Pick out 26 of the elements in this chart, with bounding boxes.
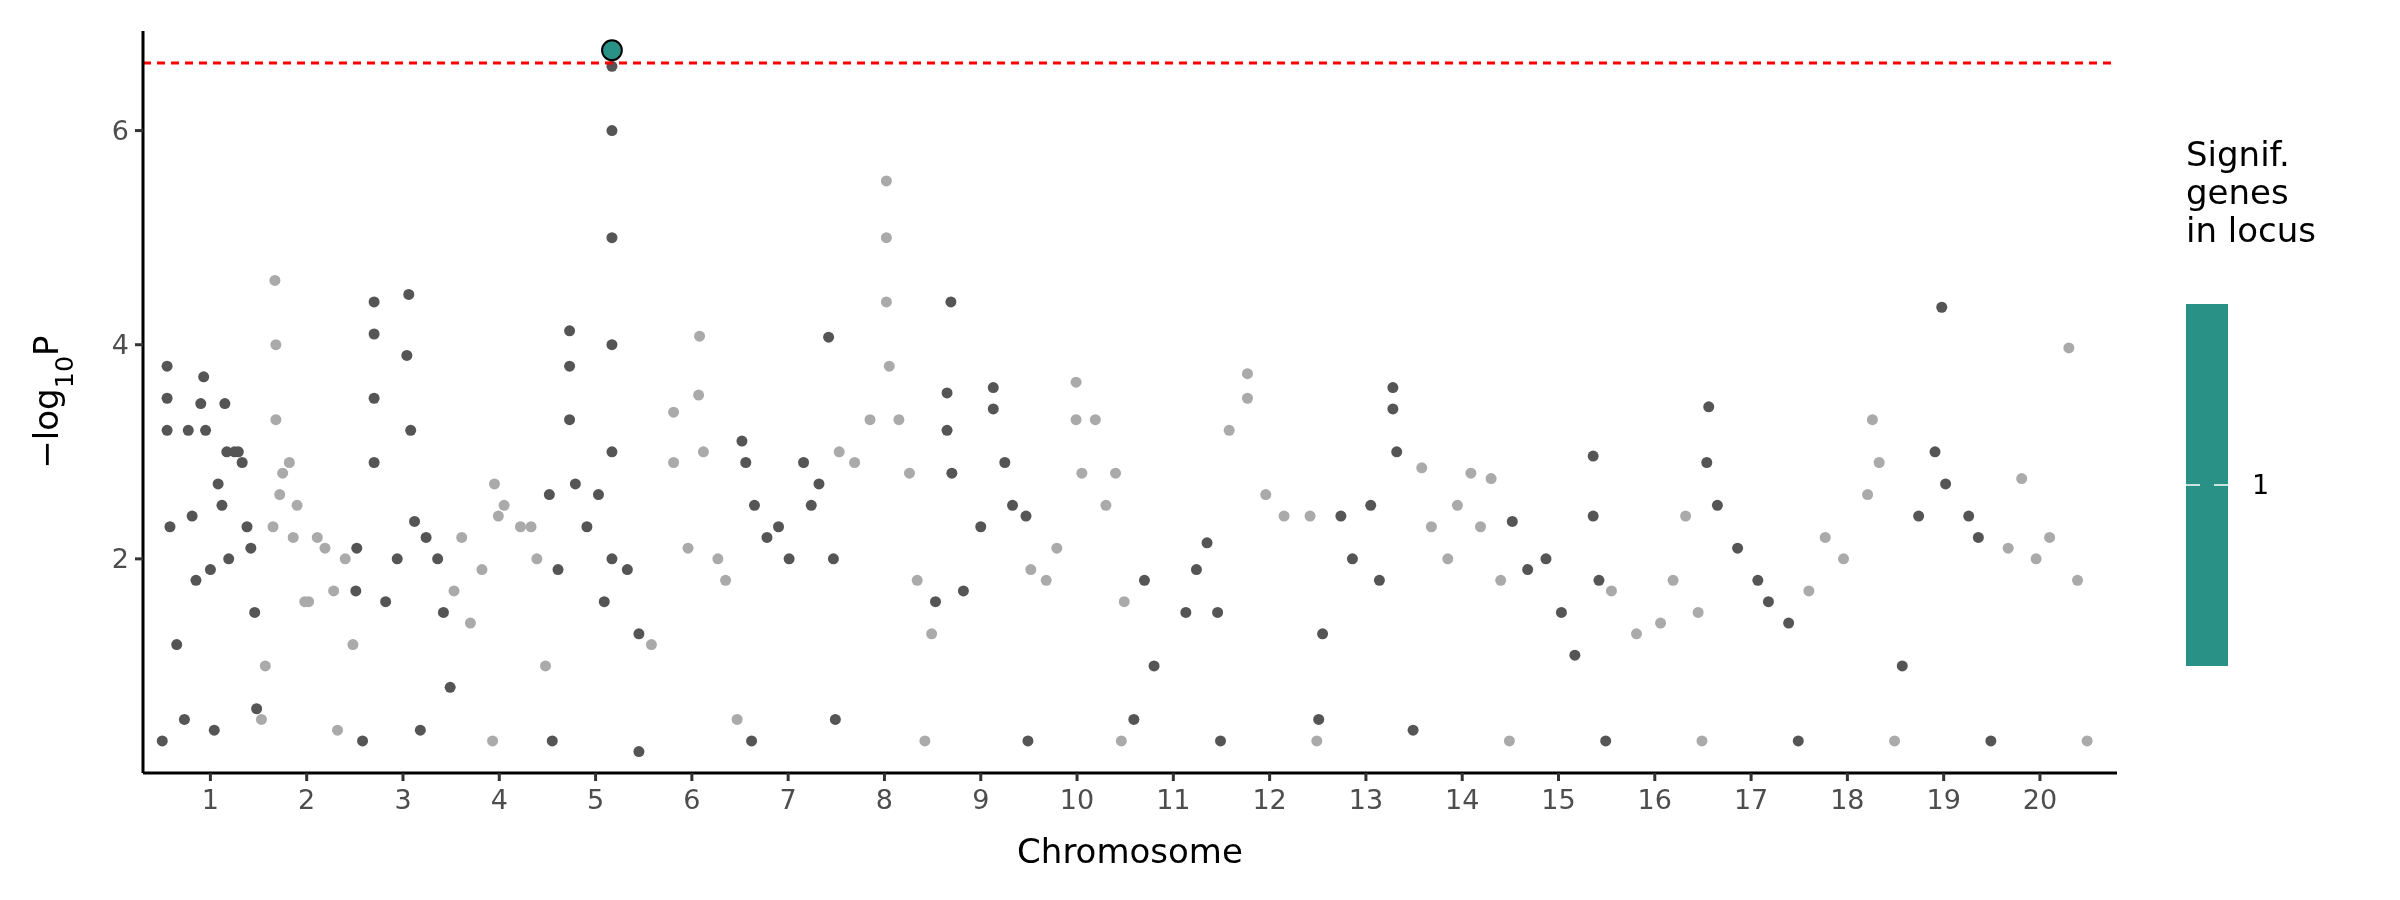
x-tick-label: 18	[1830, 784, 1865, 815]
x-tick-label: 5	[586, 784, 605, 815]
y-tick-label: 6	[111, 115, 129, 147]
x-tick-label: 16	[1637, 784, 1672, 815]
text: 1	[2252, 469, 2270, 501]
x-tick-label: 6	[683, 784, 701, 815]
x-tick-label: 20	[2022, 784, 2058, 815]
x-tick-label: 10	[1059, 784, 1095, 815]
x-tick-label: 14	[1445, 784, 1480, 815]
x-axis-title: Chromosome	[1017, 831, 1243, 871]
x-tick-label: 2	[298, 784, 316, 815]
x-tick-label: 8	[875, 784, 894, 815]
x-tick-label: 12	[1252, 784, 1287, 815]
x-tick-label: 13	[1348, 784, 1384, 815]
x-tick-label: 11	[1156, 784, 1191, 815]
y-tick-label: 4	[111, 329, 129, 361]
y-tick-label: 2	[111, 543, 129, 575]
x-tick-label: 1	[201, 784, 219, 815]
x-tick-label: 9	[972, 784, 990, 815]
x-tick-label: 15	[1541, 784, 1576, 815]
x-tick-label: 4	[490, 784, 508, 815]
x-tick-label: 3	[394, 784, 412, 815]
x-tick-label: 7	[779, 784, 797, 815]
x-tick-label: 17	[1733, 784, 1769, 815]
color-bar-title: Signif. genes in locus	[2186, 134, 2317, 250]
x-tick-label: 19	[1926, 784, 1961, 815]
